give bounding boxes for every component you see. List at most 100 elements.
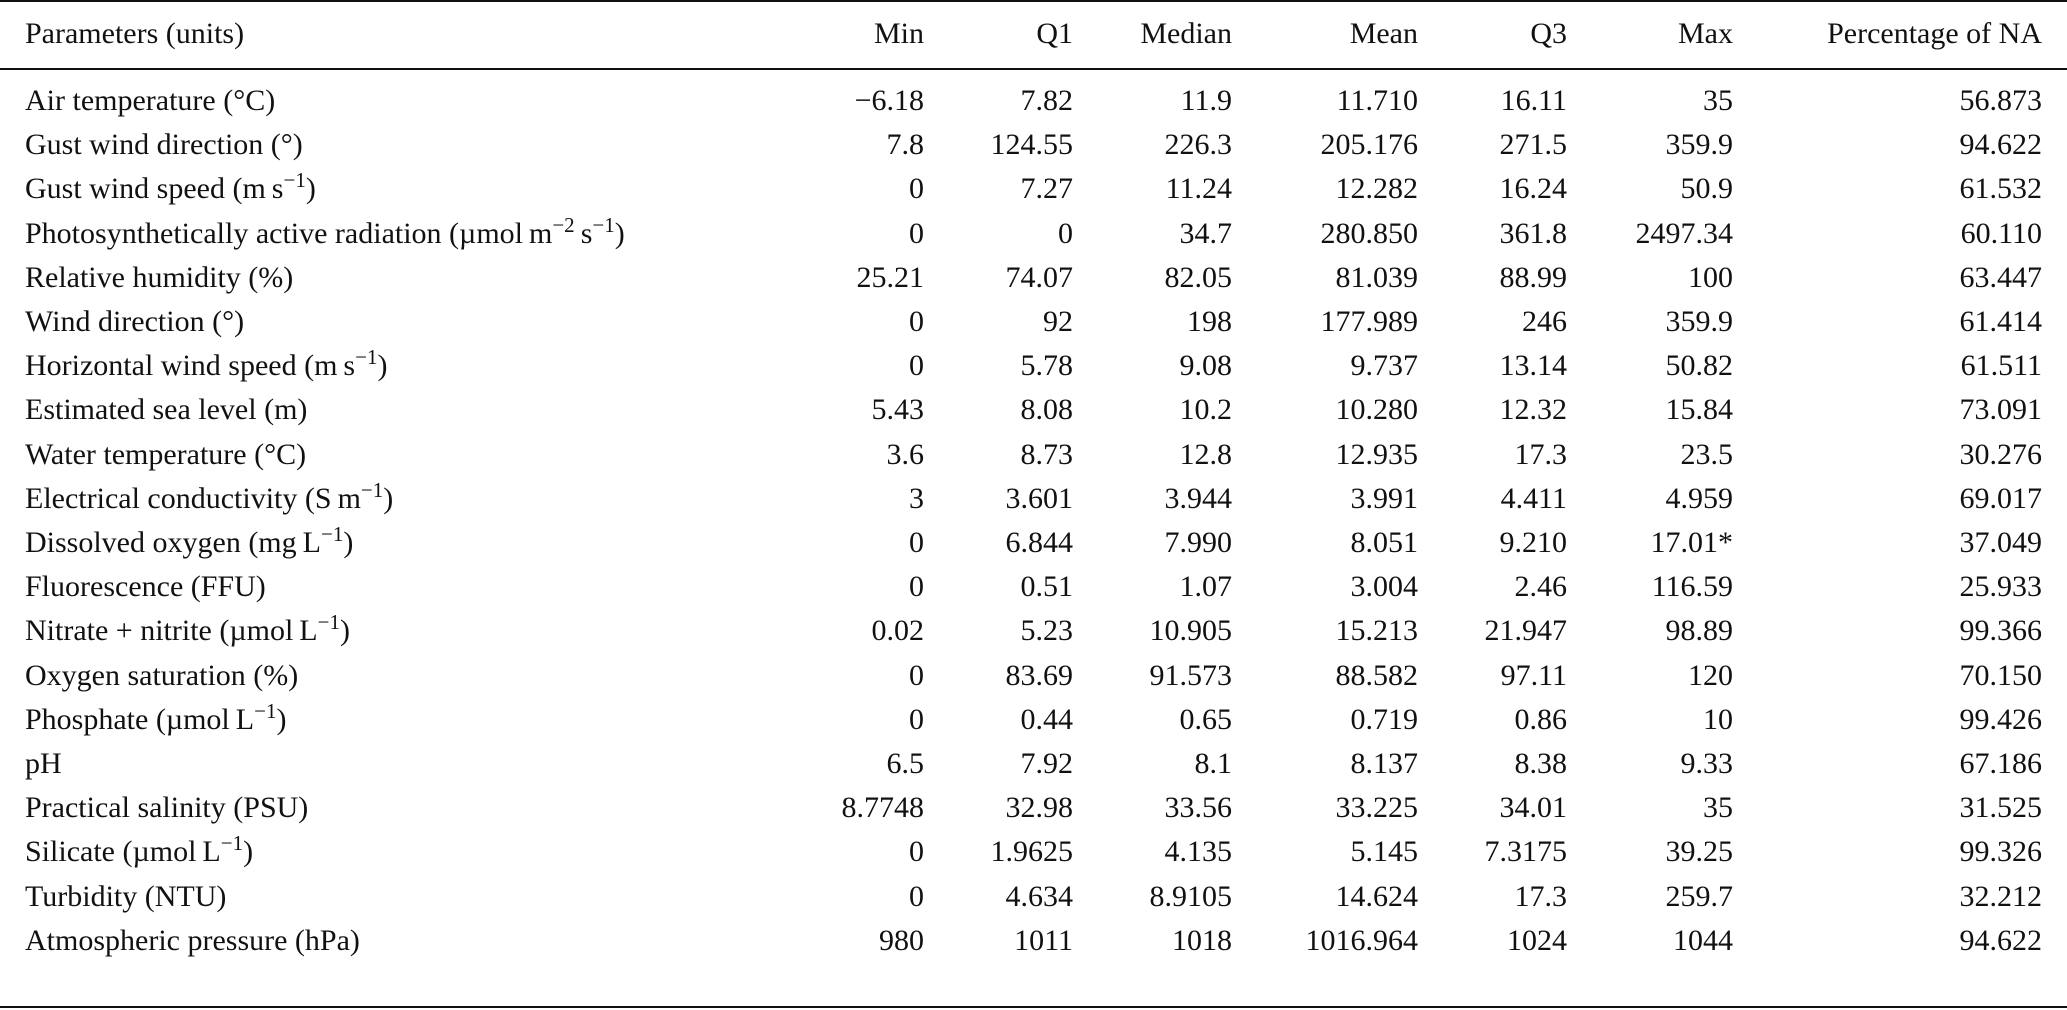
value-cell: 10.280 — [1335, 393, 1419, 427]
value-cell: 8.1 — [1194, 747, 1233, 780]
value-cell: 280.850 — [1320, 216, 1419, 250]
parameter-cell: Wind direction (°) — [25, 304, 244, 340]
value-cell: 56.873 — [1959, 84, 2043, 117]
parameter-text: Wind direction (°) — [25, 305, 245, 338]
value-cell: 6.5 — [886, 747, 925, 780]
value-cell: 2497.34 — [1635, 216, 1734, 250]
unit-exponent: −1 — [320, 522, 344, 546]
parameter-text: Atmospheric pressure (hPa) — [25, 923, 360, 957]
value-cell: 0 — [909, 702, 924, 736]
value-cell: 4.135 — [1164, 835, 1233, 869]
unit-exponent: −1 — [360, 477, 384, 502]
value-cell: 5.145 — [1350, 835, 1419, 869]
value-cell: 7.92 — [1020, 747, 1074, 780]
value-cell: 0 — [909, 835, 924, 869]
value-cell: 2.46 — [1514, 570, 1568, 604]
value-cell: 83.69 — [1005, 658, 1074, 692]
value-cell: 9.33 — [1680, 747, 1734, 780]
value-cell: 81.039 — [1335, 260, 1419, 294]
value-cell: 8.73 — [1020, 437, 1074, 471]
parameter-text: ) — [343, 526, 354, 559]
value-cell: 0.86 — [1514, 702, 1568, 736]
value-cell: 1024 — [1507, 923, 1567, 957]
value-cell: 10.905 — [1149, 614, 1233, 648]
value-cell: 14.624 — [1335, 879, 1419, 913]
parameter-text: Air temperature (°C) — [25, 84, 276, 117]
parameter-text: ) — [377, 349, 388, 383]
value-cell: 9.08 — [1179, 349, 1233, 383]
value-cell: 70.150 — [1959, 658, 2043, 692]
parameter-cell: Fluorescence (FFU) — [25, 569, 266, 605]
value-cell: 12.8 — [1179, 437, 1233, 471]
parameter-text: Practical salinity (PSU) — [25, 791, 309, 825]
value-cell: 33.225 — [1335, 791, 1419, 825]
value-cell: 3.601 — [1005, 481, 1074, 515]
value-cell: 0 — [909, 172, 924, 206]
value-cell: 198 — [1187, 305, 1232, 338]
parameter-cell: Dissolved oxygen (mg L−1) — [25, 522, 354, 561]
parameter-cell: Silicate (µmol L−1) — [25, 833, 253, 870]
value-cell: 8.137 — [1350, 747, 1419, 780]
value-cell: 3.004 — [1350, 570, 1419, 604]
parameter-cell: pH — [25, 746, 62, 782]
value-cell: 17.3 — [1514, 879, 1568, 913]
unit-exponent: −1 — [283, 168, 306, 193]
value-cell: 88.582 — [1335, 658, 1419, 692]
value-cell: 35 — [1703, 791, 1733, 825]
parameter-text: Relative humidity (%) — [25, 260, 294, 294]
value-cell: 0 — [909, 216, 924, 250]
value-cell: 226.3 — [1164, 128, 1233, 162]
parameter-text: ) — [276, 702, 287, 736]
value-cell: 63.447 — [1959, 260, 2043, 294]
parameter-text: Fluorescence (FFU) — [25, 570, 266, 604]
value-cell: 120 — [1688, 658, 1733, 692]
value-cell: 8.38 — [1514, 747, 1568, 780]
value-cell: 359.9 — [1665, 305, 1734, 338]
value-cell: 92 — [1043, 305, 1073, 338]
parameter-text: ) — [614, 216, 625, 250]
value-cell: 60.110 — [1960, 216, 2042, 250]
value-cell: 271.5 — [1499, 128, 1568, 162]
parameter-text: Nitrate + nitrite (µmol L — [25, 614, 318, 648]
parameter-text: Estimated sea level (m) — [25, 393, 308, 427]
value-cell: 0 — [909, 879, 924, 913]
value-cell: 25.21 — [856, 260, 925, 294]
value-cell: 67.186 — [1959, 747, 2043, 780]
value-cell: 16.11 — [1500, 84, 1567, 117]
value-cell: 98.89 — [1665, 614, 1734, 648]
top-rule — [0, 0, 2067, 2]
value-cell: 82.05 — [1164, 260, 1233, 294]
value-cell: 3 — [909, 481, 924, 515]
value-cell: 61.511 — [1960, 349, 2042, 383]
value-cell: 6.844 — [1005, 526, 1074, 559]
value-cell: 94.622 — [1959, 923, 2043, 957]
parameter-cell: Gust wind direction (°) — [25, 127, 303, 163]
value-cell: 33.56 — [1164, 791, 1233, 825]
value-cell: 50.9 — [1680, 172, 1734, 206]
parameter-cell: Phosphate (µmol L−1) — [25, 698, 287, 738]
header-cell: Median — [1140, 17, 1232, 50]
value-cell: 1018 — [1172, 923, 1232, 957]
unit-exponent: −1 — [254, 698, 277, 723]
parameter-text: ) — [305, 172, 316, 206]
parameter-text: Gust wind speed (m s — [25, 172, 284, 206]
parameter-cell: Relative humidity (%) — [25, 260, 293, 296]
value-cell: −6.18 — [854, 84, 924, 117]
value-cell: 0 — [909, 305, 924, 338]
value-cell: 0.44 — [1020, 702, 1074, 736]
value-cell: 30.276 — [1959, 437, 2043, 471]
header-cell: Max — [1678, 17, 1733, 50]
header-cell: Percentage of NA — [1827, 17, 2042, 50]
unit-exponent: −1 — [355, 345, 378, 370]
value-cell: 32.98 — [1005, 791, 1074, 825]
value-cell: 8.08 — [1020, 393, 1074, 427]
value-cell: 1016.964 — [1305, 923, 1419, 957]
value-cell: 94.622 — [1959, 128, 2043, 162]
value-cell: 10 — [1703, 702, 1733, 736]
value-cell: 5.43 — [871, 393, 925, 427]
value-cell: 8.051 — [1350, 526, 1419, 559]
parameter-cell: Gust wind speed (m s−1) — [25, 168, 316, 207]
value-cell: 0.02 — [871, 614, 925, 648]
value-cell: 32.212 — [1959, 879, 2043, 913]
header-cell: Mean — [1349, 17, 1418, 50]
